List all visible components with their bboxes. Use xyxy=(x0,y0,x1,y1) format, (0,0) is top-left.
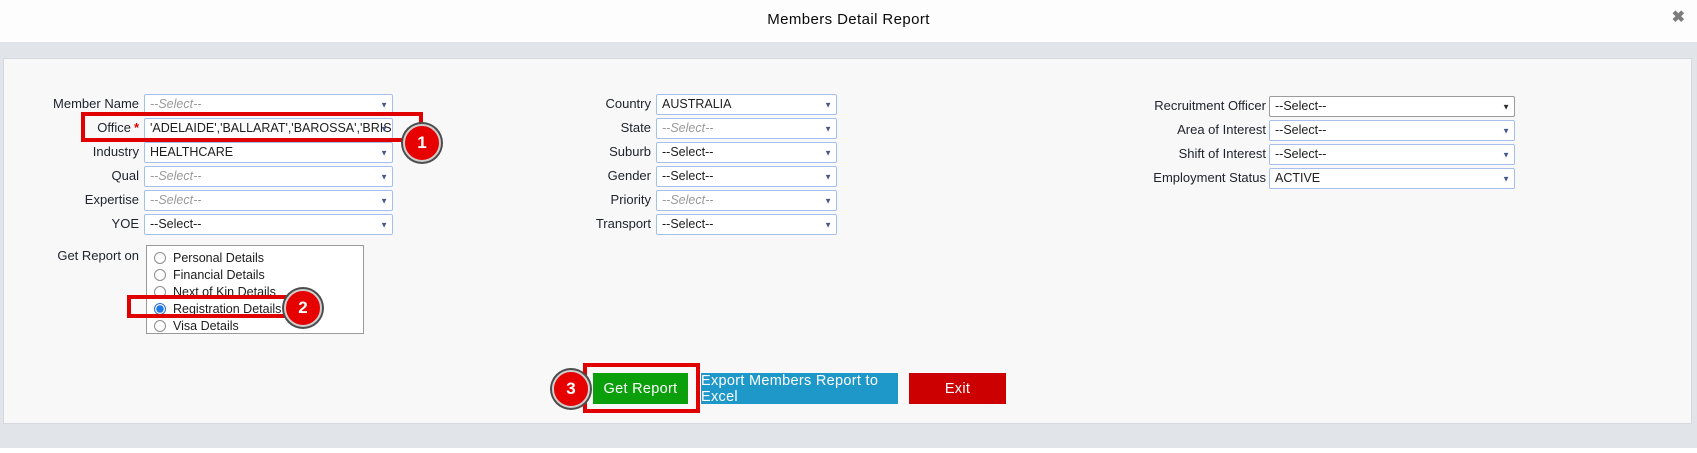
shift-of-interest-label: Shift of Interest xyxy=(1178,146,1266,161)
chevron-down-icon: ▼ xyxy=(824,220,832,229)
gender-select[interactable]: --Select-- ▼ xyxy=(656,166,837,187)
radio-registration-details[interactable]: Registration Details xyxy=(147,300,363,317)
member-name-select[interactable]: --Select-- ▼ xyxy=(144,94,393,115)
yoe-select[interactable]: --Select-- ▼ xyxy=(144,214,393,235)
radio-next-of-kin-details[interactable]: Next of Kin Details xyxy=(147,283,363,300)
chevron-down-icon: ▼ xyxy=(1502,126,1510,135)
gender-label: Gender xyxy=(607,168,651,183)
chevron-down-icon: ▼ xyxy=(380,148,388,157)
area-of-interest-label: Area of Interest xyxy=(1177,122,1266,137)
step-badge-3: 3 xyxy=(552,370,590,408)
yoe-label: YOE xyxy=(111,216,139,231)
transport-label: Transport xyxy=(595,216,651,231)
step-badge-1: 1 xyxy=(403,124,441,162)
chevron-down-icon: ▼ xyxy=(824,172,832,181)
priority-select[interactable]: --Select-- ▼ xyxy=(656,190,837,211)
radio-icon xyxy=(154,268,166,281)
area-of-interest-select[interactable]: --Select-- ▼ xyxy=(1269,120,1515,141)
radio-icon xyxy=(154,302,166,315)
suburb-select[interactable]: --Select-- ▼ xyxy=(656,142,837,163)
dialog-title: Members Detail Report xyxy=(767,11,930,28)
suburb-label: Suburb xyxy=(609,144,651,159)
get-report-button[interactable]: Get Report xyxy=(593,373,688,404)
chevron-down-icon: ▼ xyxy=(380,196,388,205)
dialog-header: Members Detail Report ✖ xyxy=(0,0,1697,42)
step-badge-2: 2 xyxy=(284,289,322,327)
export-members-report-button[interactable]: Export Members Report to Excel xyxy=(701,373,898,405)
qual-select[interactable]: --Select-- ▼ xyxy=(144,166,393,187)
office-select[interactable]: 'ADELAIDE','BALLARAT','BAROSSA','BRISBAN… xyxy=(144,118,393,139)
chevron-down-icon: ▼ xyxy=(824,196,832,205)
radio-visa-details[interactable]: Visa Details xyxy=(147,317,363,334)
radio-personal-details[interactable]: Personal Details xyxy=(147,249,363,266)
chevron-down-icon: ▼ xyxy=(380,124,388,133)
expertise-select[interactable]: --Select-- ▼ xyxy=(144,190,393,211)
chevron-down-icon: ▼ xyxy=(380,172,388,181)
chevron-down-icon: ▼ xyxy=(1502,174,1510,183)
chevron-down-icon: ▼ xyxy=(824,124,832,133)
chevron-down-icon: ▼ xyxy=(1502,150,1510,159)
recruitment-officer-select[interactable]: --Select-- ▼ xyxy=(1269,96,1515,117)
state-label: State xyxy=(620,120,651,135)
required-asterisk: * xyxy=(133,120,139,135)
industry-select[interactable]: HEALTHCARE ▼ xyxy=(144,142,393,163)
chevron-down-icon: ▼ xyxy=(380,220,388,229)
close-icon[interactable]: ✖ xyxy=(1671,9,1685,26)
employment-status-label: Employment Status xyxy=(1153,170,1266,185)
state-select[interactable]: --Select-- ▼ xyxy=(656,118,837,139)
office-label: Office * xyxy=(97,120,139,135)
get-report-on-group: Personal Details Financial Details Next … xyxy=(146,245,364,334)
chevron-down-icon: ▼ xyxy=(380,100,388,109)
country-select[interactable]: AUSTRALIA ▼ xyxy=(656,94,837,115)
recruitment-officer-label: Recruitment Officer xyxy=(1154,98,1266,113)
radio-icon xyxy=(154,251,166,264)
industry-label: Industry xyxy=(92,144,139,159)
exit-button[interactable]: Exit xyxy=(909,373,1006,404)
get-report-on-label: Get Report on xyxy=(57,248,139,263)
dialog-body: Member Name --Select-- ▼ Office * 'ADELAI… xyxy=(0,42,1697,448)
filter-panel: Member Name --Select-- ▼ Office * 'ADELAI… xyxy=(3,58,1692,424)
radio-financial-details[interactable]: Financial Details xyxy=(147,266,363,283)
expertise-label: Expertise xyxy=(84,192,139,207)
chevron-down-icon: ▼ xyxy=(824,100,832,109)
chevron-down-icon: ▼ xyxy=(1502,102,1510,111)
radio-icon xyxy=(154,319,166,332)
qual-label: Qual xyxy=(111,168,139,183)
employment-status-select[interactable]: ACTIVE ▼ xyxy=(1269,168,1515,189)
transport-select[interactable]: --Select-- ▼ xyxy=(656,214,837,235)
country-label: Country xyxy=(605,96,651,111)
priority-label: Priority xyxy=(610,192,651,207)
chevron-down-icon: ▼ xyxy=(824,148,832,157)
shift-of-interest-select[interactable]: --Select-- ▼ xyxy=(1269,144,1515,165)
radio-icon xyxy=(154,285,166,298)
member-name-label: Member Name xyxy=(53,96,139,111)
